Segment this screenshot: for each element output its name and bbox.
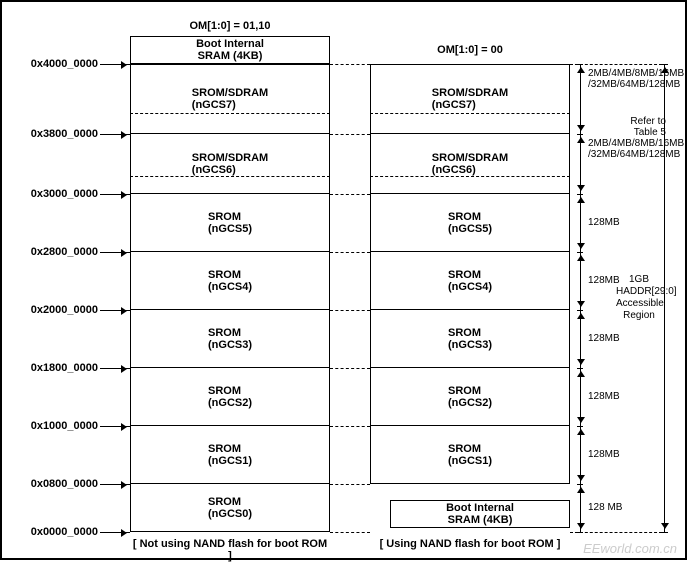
refer-text: Refer to Table 5	[588, 116, 666, 138]
tick	[660, 64, 668, 65]
address-arrow	[100, 484, 130, 485]
address-arrow	[100, 532, 130, 533]
size-bracket	[580, 194, 581, 252]
address-label: 0x1800_0000	[8, 362, 98, 374]
size-label: 128 MB	[588, 502, 666, 513]
dashed-between	[330, 134, 370, 135]
dashed-between	[330, 252, 370, 253]
dashed-between	[330, 194, 370, 195]
mem-block-col2: SROM/SDRAM(nGCS7)	[370, 64, 570, 134]
tick	[577, 484, 583, 485]
address-label: 0x2800_0000	[8, 246, 98, 258]
dashed-between	[330, 426, 370, 427]
caption-col2: [ Using NAND flash for boot ROM ]	[370, 538, 570, 550]
tick	[577, 368, 583, 369]
mem-block-col1: SROM/SDRAM(nGCS7)	[130, 64, 330, 134]
mem-block-col2: SROM(nGCS3)	[370, 310, 570, 368]
tick	[660, 532, 668, 533]
address-label: 0x2000_0000	[8, 304, 98, 316]
col1-header: OM[1:0] = 01,10	[130, 20, 330, 32]
watermark: EEworld.com.cn	[583, 541, 677, 556]
address-arrow	[100, 194, 130, 195]
boot-sram-col2: Boot InternalSRAM (4KB)	[390, 500, 570, 528]
address-arrow	[100, 368, 130, 369]
dashed-between	[330, 532, 370, 533]
size-label: 2MB/4MB/8MB/16MB /32MB/64MB/128MB	[588, 68, 666, 90]
size-bracket	[580, 426, 581, 484]
boot-sram-col1: Boot InternalSRAM (4KB)	[130, 36, 330, 64]
size-label: 128MB	[588, 333, 666, 344]
size-bracket	[580, 310, 581, 368]
mem-block-col2: SROM(nGCS2)	[370, 368, 570, 426]
tick	[577, 426, 583, 427]
tick	[577, 252, 583, 253]
tick	[577, 194, 583, 195]
address-label: 0x0000_0000	[8, 526, 98, 538]
region-bracket	[664, 64, 665, 532]
address-label: 0x4000_0000	[8, 58, 98, 70]
dashed-between	[330, 310, 370, 311]
region-label: 1GB HADDR[29:0] Accessible Region	[616, 274, 662, 322]
dashed	[370, 113, 570, 114]
mem-block-col1: SROM(nGCS2)	[130, 368, 330, 426]
address-arrow	[100, 64, 130, 65]
dashed-between	[330, 64, 370, 65]
col2-header: OM[1:0] = 00	[370, 44, 570, 56]
mem-block-col2: SROM/SDRAM(nGCS6)	[370, 134, 570, 194]
tick	[577, 64, 583, 65]
mem-block-col1: SROM(nGCS0)	[130, 484, 330, 532]
size-bracket	[580, 134, 581, 194]
size-bracket	[580, 368, 581, 426]
mem-block-col2: SROM(nGCS5)	[370, 194, 570, 252]
size-label: 128MB	[588, 391, 666, 402]
dashed	[130, 176, 330, 177]
address-arrow	[100, 310, 130, 311]
size-bracket	[580, 252, 581, 310]
mem-block-col1: SROM(nGCS1)	[130, 426, 330, 484]
address-label: 0x0800_0000	[8, 478, 98, 490]
dashed-between	[330, 484, 370, 485]
mem-block-col2: SROM(nGCS1)	[370, 426, 570, 484]
size-bracket	[580, 484, 581, 532]
mem-block-col1: SROM(nGCS3)	[130, 310, 330, 368]
tick	[577, 134, 583, 135]
mem-block-col2: SROM(nGCS4)	[370, 252, 570, 310]
mem-block-col1: SROM(nGCS5)	[130, 194, 330, 252]
size-label: 128MB	[588, 217, 666, 228]
caption-col1: [ Not using NAND flash for boot ROM ]	[130, 538, 330, 562]
address-arrow	[100, 252, 130, 253]
size-label: 2MB/4MB/8MB/16MB /32MB/64MB/128MB	[588, 138, 666, 160]
size-bracket	[580, 64, 581, 134]
address-label: 0x1000_0000	[8, 420, 98, 432]
dashed	[130, 113, 330, 114]
address-label: 0x3800_0000	[8, 128, 98, 140]
tick	[577, 310, 583, 311]
dashed	[370, 176, 570, 177]
mem-block-col1: SROM/SDRAM(nGCS6)	[130, 134, 330, 194]
dashed-between	[330, 368, 370, 369]
tick	[577, 532, 583, 533]
address-label: 0x3000_0000	[8, 188, 98, 200]
address-arrow	[100, 426, 130, 427]
mem-block-col1: SROM(nGCS4)	[130, 252, 330, 310]
size-label: 128MB	[588, 449, 666, 460]
address-arrow	[100, 134, 130, 135]
